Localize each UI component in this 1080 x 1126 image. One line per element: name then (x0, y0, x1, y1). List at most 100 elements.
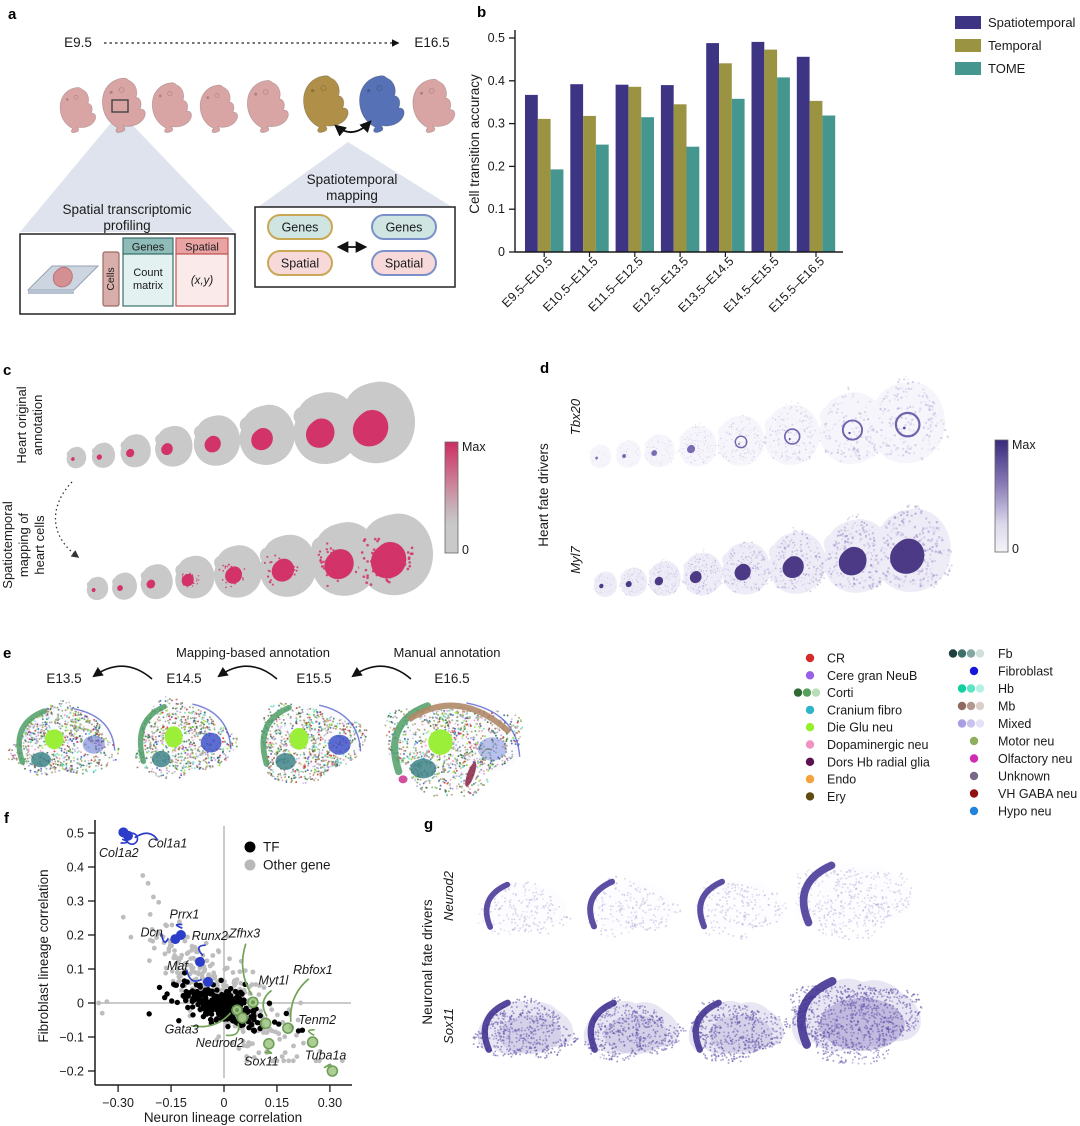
legend-item-cranium-fibro: Cranium fibro (805, 703, 902, 717)
speckle-layer (218, 563, 246, 589)
embryo-E12.5 (199, 84, 238, 134)
count-matrix-cell (122, 253, 174, 307)
expression-section (767, 526, 829, 594)
legend-item-unknown: Unknown (969, 770, 1050, 784)
speckle-layer (647, 557, 681, 596)
svg-text:Genes: Genes (282, 221, 319, 235)
speckle-layer (866, 375, 950, 461)
svg-text:Genes: Genes (132, 242, 165, 254)
svg-text:Max: Max (1012, 438, 1036, 452)
svg-text:0: 0 (462, 543, 469, 557)
timeline-end: E16.5 (414, 35, 449, 50)
xy-cell (175, 253, 229, 307)
annotated-brain-section (258, 702, 368, 785)
expression-brain-section (789, 976, 923, 1065)
d-axis-label: Heart fate drivers (536, 443, 551, 547)
legend-item-corti: Corti (793, 686, 853, 700)
bar (660, 85, 674, 252)
embryo-E16.5 (412, 78, 456, 133)
speckle-layer (587, 875, 682, 938)
panel-e-brain-annotation: Mapping-based annotation Manual annotatio… (7, 645, 1077, 819)
annotated-brain-section (384, 700, 524, 797)
bar (525, 94, 538, 253)
svg-text:E13.5: E13.5 (46, 671, 81, 686)
svg-text:E16.5: E16.5 (434, 671, 469, 686)
svg-text:0.3: 0.3 (488, 117, 505, 131)
panel-b-label: b (477, 4, 487, 21)
speckle-layer (7, 699, 120, 776)
bar (583, 115, 596, 253)
panel-f-label: f (4, 810, 9, 827)
embryo-section (239, 404, 295, 465)
panel-b-bar-chart: 00.10.20.30.40.5E9.5–E10.5E10.5–E11.5E11… (467, 15, 1076, 315)
svg-text:0: 0 (1012, 542, 1019, 556)
svg-text:matrix: matrix (133, 280, 163, 292)
expression-brain-section (477, 881, 572, 936)
zoom-region-rect (111, 99, 129, 113)
expression-section (644, 431, 677, 468)
embryo-E11.5 (151, 82, 192, 134)
legend-item-endo: Endo (805, 773, 856, 787)
legend-item-mixed: Mixed (957, 717, 1031, 731)
transfer-arrow-icon (217, 665, 278, 680)
scatter-ylabel: Fibroblast lineage correlation (36, 869, 51, 1042)
annotated-brain-section (7, 699, 120, 776)
embryo-section (66, 446, 87, 469)
speckle-layer (618, 439, 641, 466)
expression-section (593, 571, 618, 597)
speckle-layer (618, 567, 648, 596)
panel-a-label: a (8, 6, 17, 23)
svg-text:Spatiotemporal: Spatiotemporal (0, 501, 15, 589)
mapping-pill: Genes (267, 214, 333, 240)
bar (615, 84, 629, 252)
bar (641, 117, 654, 252)
bar (731, 98, 745, 252)
bar (796, 56, 810, 252)
embryo-section (259, 534, 317, 597)
legend-item-fibroblast: Fibroblast (969, 665, 1053, 679)
expression-section (647, 557, 681, 597)
svg-text:Tbx20: Tbx20 (568, 398, 583, 435)
legend-item-mb: Mb (957, 700, 1015, 714)
expression-section (715, 415, 765, 466)
svg-text:mapping of: mapping of (16, 512, 31, 577)
embryo-E10.5 (101, 77, 146, 133)
embryo-E15.5 (359, 75, 405, 133)
transfer-arrow-icon (351, 665, 412, 680)
expression-section (866, 375, 950, 464)
expression-brain-section (583, 996, 687, 1063)
header-manual: Manual annotation (394, 645, 501, 660)
bar-series-Spatiotemporal (525, 41, 810, 253)
svg-text:Spatial: Spatial (185, 242, 219, 254)
gene-highlight-Maf: Maf (167, 959, 214, 987)
header-mapping-based: Mapping-based annotation (176, 645, 330, 660)
gene-highlight-Tenm2: Tenm2 (298, 1013, 336, 1048)
gene-highlight-Prrx1: Prrx1 (170, 908, 199, 940)
svg-text:mapping: mapping (326, 188, 378, 203)
legend-item-motor-neu: Motor neu (969, 735, 1054, 749)
panel-d-label: d (540, 360, 550, 377)
bar (628, 86, 642, 252)
bar (550, 169, 564, 252)
svg-text:Genes: Genes (386, 221, 423, 235)
bar (673, 104, 687, 252)
embryo-section (120, 434, 151, 468)
svg-text:0: 0 (498, 245, 505, 259)
swap-arrow-icon (334, 120, 372, 137)
speckle-layer (472, 995, 579, 1059)
legend-item-olfactory-neu: Olfactory neu (969, 752, 1072, 766)
g-axis-label: Neuronal fate drivers (420, 899, 435, 1025)
left-callout-triangle (20, 112, 235, 232)
svg-text:Spatial: Spatial (385, 257, 423, 271)
speckle-layer (690, 999, 791, 1064)
speckle-layer (360, 537, 414, 586)
bar-legend-item: Temporal (955, 38, 1042, 53)
svg-text:Spatial: Spatial (281, 257, 319, 271)
speckle-layer (715, 415, 765, 465)
expression-brain-section (472, 995, 579, 1059)
panel-g-label: g (424, 816, 434, 833)
svg-text:TOME: TOME (988, 61, 1026, 76)
legend-item-hb: Hb (957, 682, 1014, 696)
expression-section (589, 444, 612, 469)
